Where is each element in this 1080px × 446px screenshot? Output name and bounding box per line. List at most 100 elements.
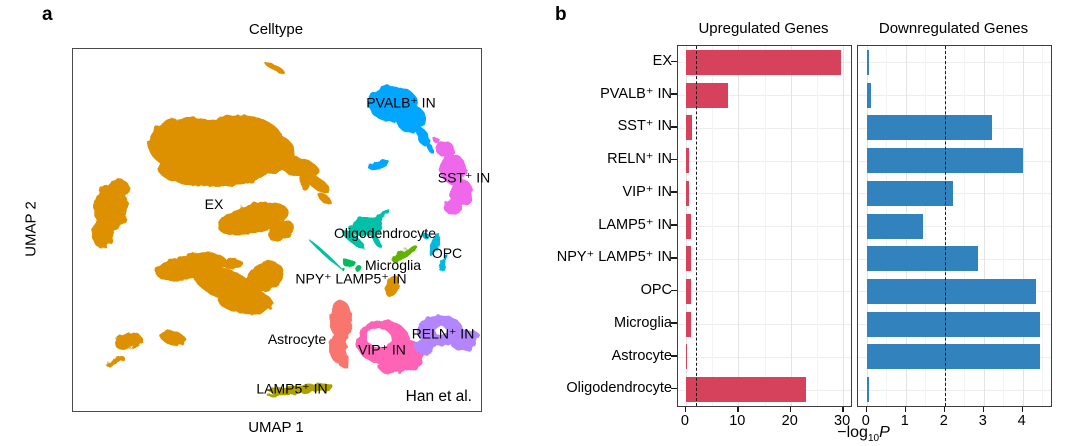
x-tick-label: 0 xyxy=(680,413,689,429)
bar-opc xyxy=(866,278,1037,304)
bar-npy-lamp5-in xyxy=(685,246,692,272)
gridline-minor xyxy=(764,46,766,406)
umap-x-axis-label: UMAP 1 xyxy=(248,419,304,436)
x-tick xyxy=(737,406,739,412)
bar-microglia xyxy=(866,311,1041,337)
cluster-opc-points xyxy=(422,232,448,271)
x-tick-label: 0 xyxy=(861,413,870,429)
x-tick xyxy=(1021,406,1024,412)
category-label: EX xyxy=(652,53,672,69)
umap-label-opc: OPC xyxy=(431,245,463,261)
umap-label-ex: EX xyxy=(204,196,224,212)
gridline-minor xyxy=(964,46,966,406)
bar-astrocyte xyxy=(685,344,687,370)
bar-lamp5-in xyxy=(685,213,691,239)
umap-label-astrocyte: Astrocyte xyxy=(267,331,327,347)
umap-label-sst: SST⁺ IN xyxy=(437,169,491,186)
panel-a-letter: a xyxy=(42,4,53,25)
significance-threshold-line xyxy=(696,46,698,406)
cluster-reln-points xyxy=(414,315,479,354)
gridline-horizontal xyxy=(858,95,1051,97)
gridline-horizontal xyxy=(858,62,1051,64)
x-tick xyxy=(982,406,985,412)
bar-sst-in xyxy=(685,115,692,141)
cluster-sst-points xyxy=(434,138,473,215)
x-tick-label: 20 xyxy=(781,413,798,429)
cluster-oligodendrocyte-points xyxy=(308,209,391,269)
x-tick-label: 3 xyxy=(978,413,987,429)
bar-ex xyxy=(685,49,841,75)
bar-reln-in xyxy=(866,148,1023,174)
y-tick xyxy=(671,289,677,292)
y-tick xyxy=(671,355,677,357)
gridline-major xyxy=(790,46,792,406)
category-label: VIP⁺ IN xyxy=(622,183,672,200)
bar-sst-in xyxy=(866,115,992,141)
umap-title: Celltype xyxy=(248,21,304,38)
umap-label-vip: VIP⁺ IN xyxy=(358,341,406,358)
bar-vip-in xyxy=(685,180,689,206)
cluster-pvalb-points xyxy=(368,86,434,171)
category-label: Oligodendrocyte xyxy=(566,380,672,397)
bar-opc xyxy=(685,278,691,304)
gridline-horizontal xyxy=(858,226,1051,227)
umap-label-npy-lamp5: NPY⁺ LAMP5⁺ IN xyxy=(295,270,407,287)
downregulated-title: Downregulated Genes xyxy=(878,20,1029,37)
cluster-microglia-points xyxy=(391,245,418,262)
y-tick xyxy=(671,158,677,161)
bar-reln-in xyxy=(685,148,689,174)
bar-pvalb-in xyxy=(685,82,728,108)
umap-label-microglia: Microglia xyxy=(364,257,422,273)
category-label: RELN⁺ IN xyxy=(607,151,672,168)
gridline-minor xyxy=(1042,46,1044,406)
bar-pvalb-in xyxy=(866,82,871,108)
y-tick xyxy=(671,93,677,95)
y-tick xyxy=(671,126,677,128)
x-tick-label: 1 xyxy=(900,413,909,429)
x-tick xyxy=(684,406,687,412)
umap-label-lamp5: LAMP5⁺ IN xyxy=(256,380,328,397)
gridline-minor xyxy=(925,46,927,406)
y-tick xyxy=(671,322,677,324)
x-tick-label: 4 xyxy=(1017,413,1026,429)
gridline-major xyxy=(983,46,985,406)
umap-label-reln: RELN⁺ IN xyxy=(411,325,475,342)
bar-panel-downregulated xyxy=(857,45,1052,407)
x-tick-label: 2 xyxy=(939,413,948,429)
category-label: NPY⁺ LAMP5⁺ IN xyxy=(556,249,672,266)
x-tick xyxy=(943,406,946,412)
pvalue-axis-label: −log10P xyxy=(677,424,1050,444)
bar-oligodendrocyte xyxy=(685,377,807,403)
category-label: LAMP5⁺ IN xyxy=(598,216,672,233)
category-label: Microglia xyxy=(613,314,672,331)
x-tick xyxy=(842,406,844,412)
bar-microglia xyxy=(685,311,692,337)
attribution-text: Han et al. xyxy=(405,388,472,405)
bar-oligodendrocyte xyxy=(866,377,869,403)
category-label: PVALB⁺ IN xyxy=(600,85,672,102)
gridline-major xyxy=(1022,46,1024,406)
x-tick xyxy=(789,406,792,412)
gridline-horizontal xyxy=(858,389,1051,391)
bar-npy-lamp5-in xyxy=(866,246,978,272)
umap-label-pvalb: PVALB⁺ IN xyxy=(366,94,436,111)
bar-ex xyxy=(866,49,869,75)
y-tick xyxy=(671,387,677,390)
umap-plot: EX PVALB⁺ IN SST⁺ IN Oligodendrocyte OPC… xyxy=(72,48,490,412)
y-tick xyxy=(671,256,677,259)
upregulated-title: Upregulated Genes xyxy=(698,20,829,37)
panel-b-letter: b xyxy=(555,4,567,25)
cluster-lamp5-points xyxy=(267,383,334,397)
x-tick xyxy=(865,406,868,412)
gridline-minor xyxy=(1003,46,1005,406)
y-tick xyxy=(671,224,677,226)
y-tick xyxy=(671,60,677,63)
gridline-major xyxy=(738,46,740,406)
bar-astrocyte xyxy=(866,344,1041,370)
x-tick xyxy=(904,406,907,412)
gridline-minor xyxy=(712,46,714,406)
x-tick-label: 30 xyxy=(834,413,851,429)
bar-vip-in xyxy=(866,180,953,206)
cluster-ex-points xyxy=(92,61,400,367)
